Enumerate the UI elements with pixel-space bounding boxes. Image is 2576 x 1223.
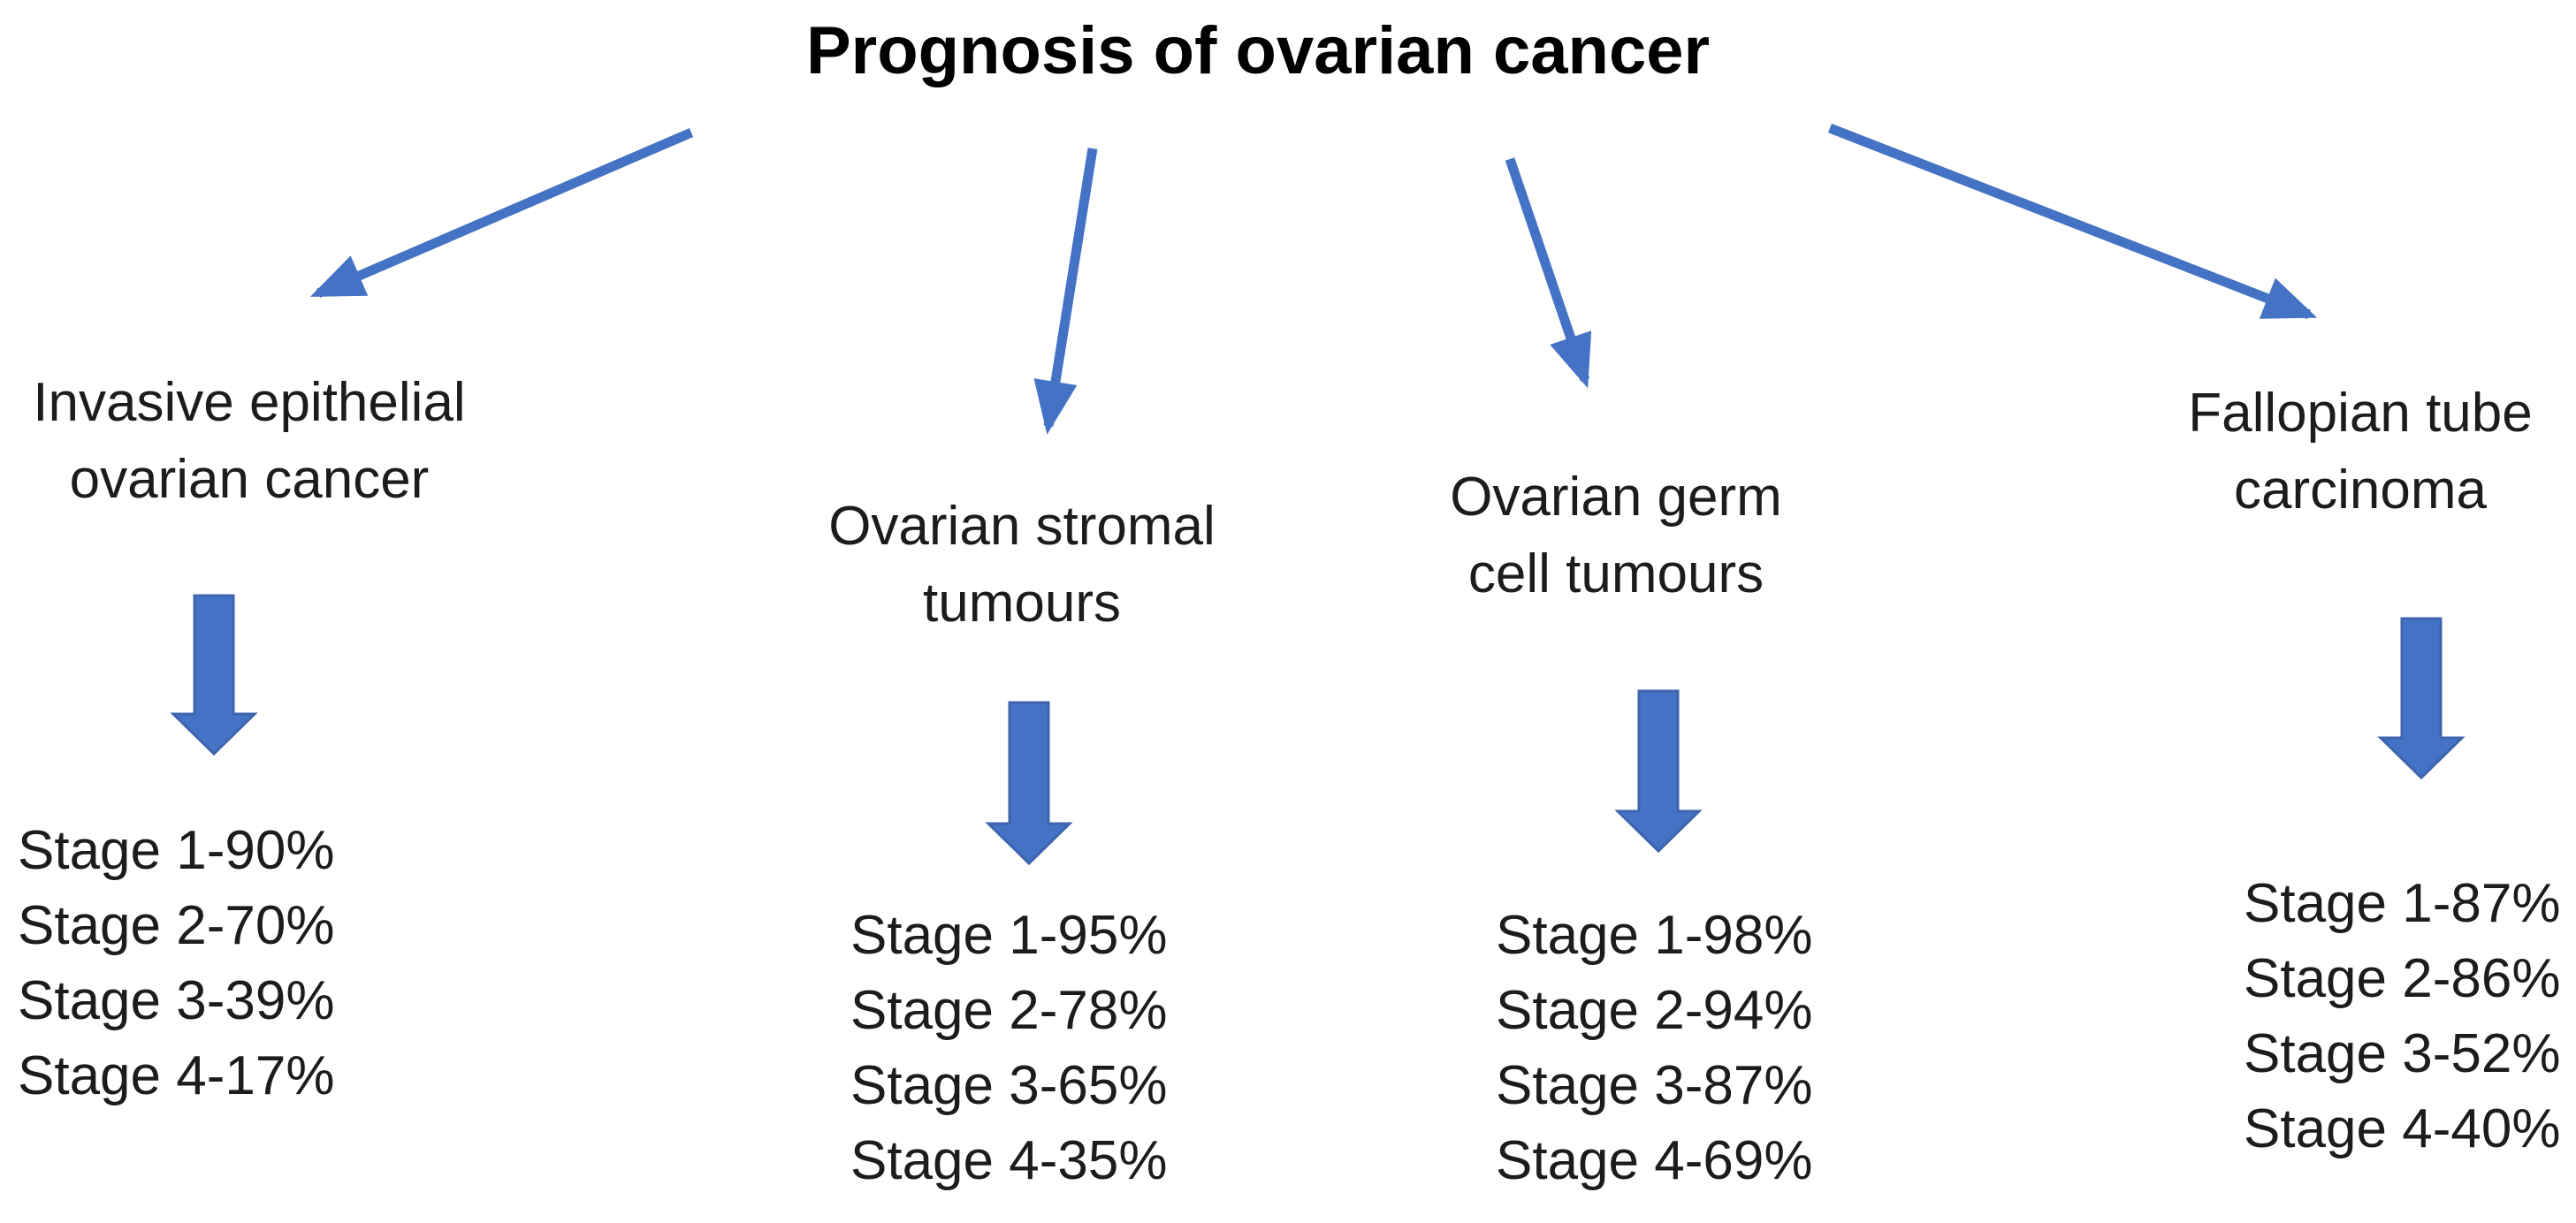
down-block-arrow-branch-3 [1614,689,1703,854]
branch-title-line: Ovarian stromal [828,496,1216,557]
stage-item: Stage 4-35% [850,1130,1168,1191]
stage-item: Stage 3-65% [850,1055,1168,1116]
stage-list-germ-cell: Stage 1-98% Stage 2-94% Stage 3-87% Stag… [1496,898,1812,1198]
branch-title-ovarian-stromal: Ovarian stromal tumours [757,488,1287,642]
stage-list-ovarian-stromal: Stage 1-95% Stage 2-78% Stage 3-65% Stag… [850,898,1167,1198]
stage-item: Stage 3-39% [18,970,335,1031]
stage-item: Stage 2-78% [850,980,1168,1041]
stage-item: Stage 1-90% [18,820,335,881]
stage-item: Stage 3-87% [1496,1055,1813,1116]
branch-title-line: tumours [923,573,1121,634]
title-to-branch-1-arrow [309,127,694,299]
stage-item: Stage 2-94% [1496,980,1813,1041]
diagram-title: Prognosis of ovarian cancer [805,13,1711,88]
branch-title-line: ovarian cancer [69,449,430,510]
stage-list-fallopian-tube: Stage 1-87% Stage 2-86% Stage 3-52% Stag… [2244,866,2560,1166]
stage-item: Stage 1-87% [2244,873,2561,934]
stage-item: Stage 1-95% [850,905,1168,966]
branch-title-germ-cell: Ovarian germ cell tumours [1351,459,1881,612]
branch-title-invasive-epithelial: Invasive epithelial ovarian cancer [0,364,514,518]
branch-title-line: cell tumours [1467,543,1764,604]
title-to-branch-4-arrow [1828,123,2318,320]
stage-list-invasive-epithelial: Stage 1-90% Stage 2-70% Stage 3-39% Stag… [18,813,334,1113]
stage-item: Stage 4-69% [1496,1130,1813,1191]
stage-item: Stage 1-98% [1496,905,1813,966]
stage-item: Stage 2-86% [2244,948,2561,1009]
branch-title-line: carcinoma [2234,460,2487,520]
stage-item: Stage 4-40% [2244,1098,2561,1159]
stage-item: Stage 3-52% [2244,1023,2561,1084]
stage-item: Stage 2-70% [18,895,335,956]
title-to-branch-3-arrow [1505,157,1592,389]
down-block-arrow-branch-4 [2377,617,2465,780]
down-block-arrow-branch-2 [985,701,1073,866]
down-block-arrow-branch-1 [170,594,258,756]
stage-item: Stage 4-17% [18,1045,335,1106]
branch-title-line: Fallopian tube [2188,383,2533,444]
branch-title-fallopian-tube: Fallopian tube carcinoma [2095,375,2576,528]
branch-title-line: Invasive epithelial [33,372,466,433]
title-to-branch-2-arrow [1033,148,1098,435]
branch-title-line: Ovarian germ [1450,467,1782,528]
